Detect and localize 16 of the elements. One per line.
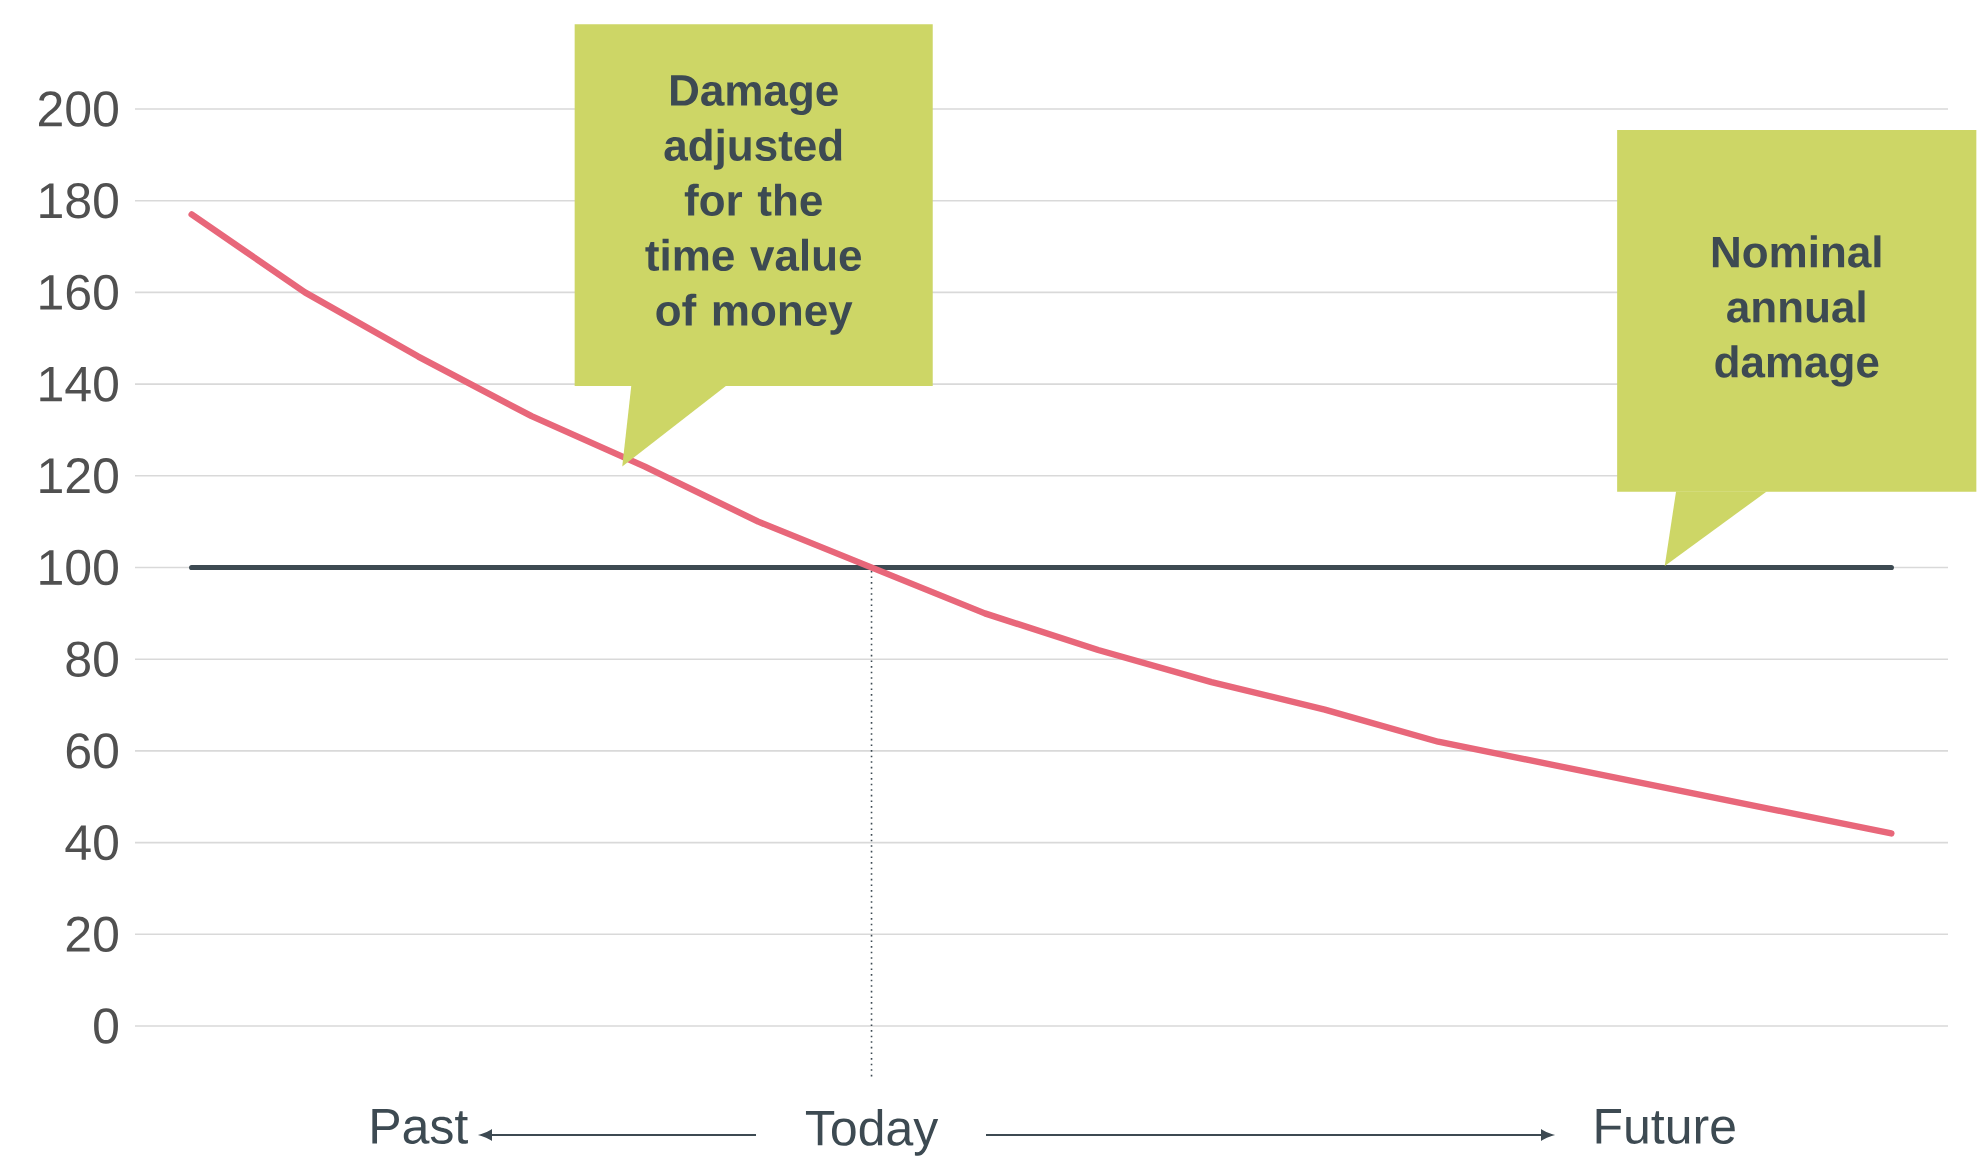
y-tick-label: 160 xyxy=(40,274,118,311)
y-tick-label: 60 xyxy=(66,733,118,769)
y-tick-label: 180 xyxy=(40,182,118,219)
y-tick-label: 0 xyxy=(94,1008,118,1044)
y-tick-label: 40 xyxy=(65,824,118,861)
annotation: Damage adjusted for the time value of money xyxy=(645,75,861,335)
y-tick-label: 140 xyxy=(40,366,118,402)
x-tick-label: Future xyxy=(1596,1109,1735,1144)
y-tick-label: 120 xyxy=(40,458,118,494)
y-tick-label: 80 xyxy=(66,641,118,677)
annotation: Nominal annual damage xyxy=(1712,235,1881,387)
y-tick-label: 200 xyxy=(39,91,118,127)
y-tick-label: 100 xyxy=(40,549,118,586)
x-tick-label: Today xyxy=(805,1109,939,1156)
y-tick-label: 20 xyxy=(66,916,118,953)
x-tick-label: Past xyxy=(372,1109,468,1144)
